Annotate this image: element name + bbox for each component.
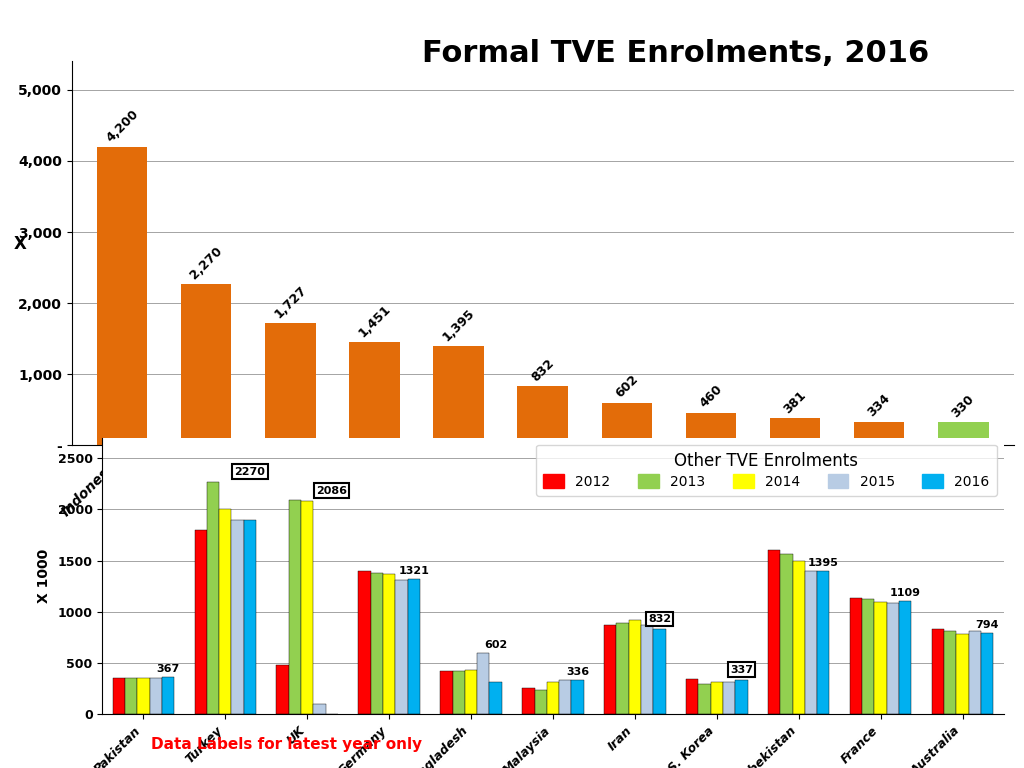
Bar xyxy=(629,620,641,714)
Text: 1109: 1109 xyxy=(890,588,921,598)
Y-axis label: X: X xyxy=(13,236,27,253)
Bar xyxy=(289,500,301,714)
Text: 794: 794 xyxy=(976,620,998,630)
Bar xyxy=(265,323,315,445)
Text: 1,395: 1,395 xyxy=(440,307,477,344)
Bar xyxy=(899,601,911,714)
Bar xyxy=(231,520,244,714)
Bar xyxy=(780,554,793,714)
Bar xyxy=(547,683,559,714)
Bar xyxy=(874,601,887,714)
Text: 2086: 2086 xyxy=(316,485,347,495)
Bar xyxy=(616,623,629,714)
Bar xyxy=(453,671,465,714)
Bar xyxy=(805,571,817,714)
Text: Formal TVE Enrolments, 2016: Formal TVE Enrolments, 2016 xyxy=(422,39,930,68)
Text: 460: 460 xyxy=(697,383,725,411)
Bar xyxy=(477,653,489,714)
Bar xyxy=(862,598,874,714)
Bar xyxy=(195,530,207,714)
Text: 1321: 1321 xyxy=(398,566,429,576)
Bar xyxy=(686,680,698,714)
Bar xyxy=(793,561,805,714)
Legend: 2012, 2013, 2014, 2015, 2016: 2012, 2013, 2014, 2015, 2016 xyxy=(537,445,996,495)
Bar xyxy=(602,402,652,445)
Text: 832: 832 xyxy=(529,356,556,384)
Bar xyxy=(698,684,711,714)
Bar xyxy=(150,678,162,714)
Bar xyxy=(850,598,862,714)
Text: 336: 336 xyxy=(566,667,589,677)
Bar xyxy=(219,509,231,714)
Bar xyxy=(887,603,899,714)
Bar xyxy=(433,346,483,445)
Bar xyxy=(686,412,736,445)
Text: 1,451: 1,451 xyxy=(356,303,393,340)
Bar xyxy=(440,671,453,714)
Bar xyxy=(301,501,313,714)
Bar xyxy=(181,284,231,445)
Bar xyxy=(207,482,219,714)
Text: 330: 330 xyxy=(949,392,977,420)
Text: 381: 381 xyxy=(781,389,809,416)
Bar xyxy=(735,680,748,714)
Bar xyxy=(97,147,147,445)
Bar xyxy=(113,678,125,714)
Text: 2270: 2270 xyxy=(234,467,265,477)
Bar xyxy=(489,683,502,714)
Bar xyxy=(349,343,399,445)
Bar xyxy=(137,678,150,714)
Text: 2,270: 2,270 xyxy=(187,244,225,282)
Bar xyxy=(711,683,723,714)
Text: 334: 334 xyxy=(865,392,893,419)
Bar xyxy=(969,631,981,714)
Text: Data Labels for latest year only: Data Labels for latest year only xyxy=(152,737,422,753)
Bar xyxy=(932,629,944,714)
Bar xyxy=(938,422,988,445)
Bar xyxy=(559,680,571,714)
Text: 1395: 1395 xyxy=(808,558,839,568)
Bar xyxy=(162,677,174,714)
Text: 4,200: 4,200 xyxy=(103,108,140,144)
Bar xyxy=(571,680,584,714)
Bar xyxy=(395,580,408,714)
Text: 832: 832 xyxy=(648,614,671,624)
Bar xyxy=(522,687,535,714)
Bar xyxy=(313,704,326,714)
Bar xyxy=(604,625,616,714)
Bar xyxy=(276,665,289,714)
Bar xyxy=(770,419,820,445)
Bar xyxy=(535,690,547,714)
Text: 337: 337 xyxy=(730,664,753,674)
Y-axis label: X 1000: X 1000 xyxy=(37,549,51,603)
Bar xyxy=(768,551,780,714)
Text: 367: 367 xyxy=(157,664,179,674)
Bar xyxy=(383,574,395,714)
Bar xyxy=(854,422,904,445)
Text: 602: 602 xyxy=(613,372,641,400)
Bar xyxy=(358,571,371,714)
Bar xyxy=(653,629,666,714)
Bar xyxy=(981,633,993,714)
Bar xyxy=(817,571,829,714)
Bar xyxy=(517,386,568,445)
Bar xyxy=(125,678,137,714)
Text: 602: 602 xyxy=(484,640,507,650)
Bar xyxy=(641,625,653,714)
Bar xyxy=(465,670,477,714)
Bar xyxy=(956,634,969,714)
Bar xyxy=(723,683,735,714)
Bar xyxy=(408,579,420,714)
Bar xyxy=(244,520,256,714)
Bar xyxy=(371,573,383,714)
Text: 1,727: 1,727 xyxy=(271,283,309,320)
Bar xyxy=(944,631,956,714)
